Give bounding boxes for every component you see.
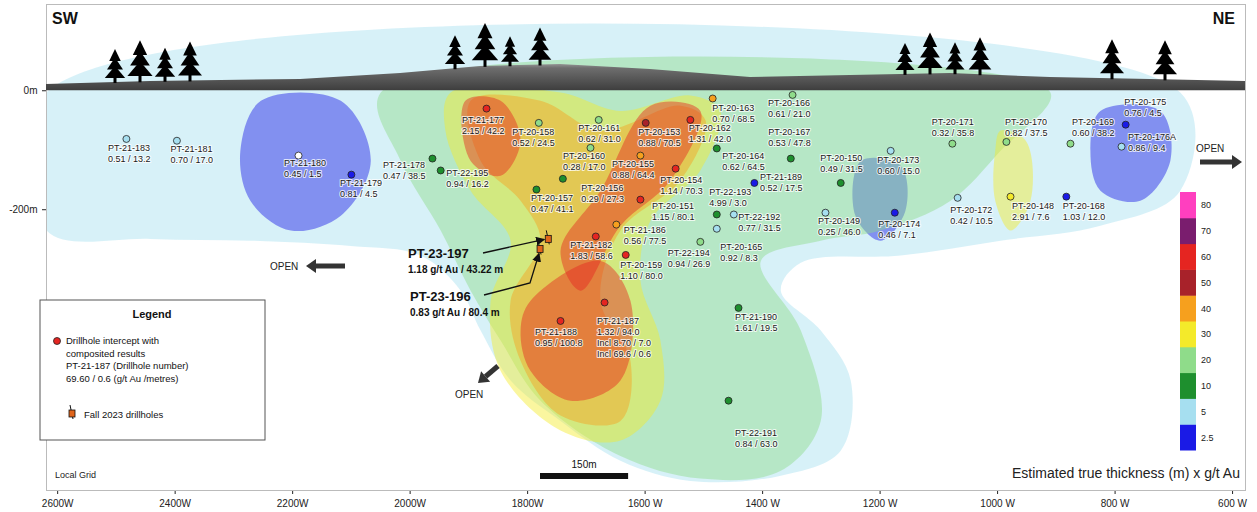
svg-text:PT-21-1790.81 / 4.5: PT-21-1790.81 / 4.5	[340, 178, 382, 199]
svg-text:SW: SW	[52, 10, 79, 27]
svg-text:PT-20-1681.03 / 12.0: PT-20-1681.03 / 12.0	[1063, 201, 1106, 222]
svg-text:0.83 g/t Au / 80.4 m: 0.83 g/t Au / 80.4 m	[410, 307, 500, 318]
svg-text:PT-21-1772.15 / 42.2: PT-21-1772.15 / 42.2	[462, 115, 505, 136]
svg-text:Fall 2023 drillholes: Fall 2023 drillholes	[84, 409, 163, 420]
svg-text:-200m: -200m	[9, 204, 37, 215]
svg-text:PT-23-196: PT-23-196	[410, 289, 471, 304]
svg-text:Estimated true thickness (m) x: Estimated true thickness (m) x g/t Au	[1012, 465, 1240, 481]
svg-text:800 W: 800 W	[1101, 498, 1130, 509]
svg-text:PT-21-1800.45 / 1.5: PT-21-1800.45 / 1.5	[284, 158, 326, 179]
svg-text:2.5: 2.5	[1201, 433, 1214, 443]
svg-text:PT-21-1860.56 / 77.5: PT-21-1860.56 / 77.5	[624, 225, 667, 246]
svg-text:PT-20-1700.82 / 37.5: PT-20-1700.82 / 37.5	[1005, 117, 1048, 138]
svg-text:PT-20-1530.88 / 70.5: PT-20-1530.88 / 70.5	[638, 127, 681, 148]
svg-text:0m: 0m	[24, 85, 38, 96]
svg-text:PT-20-1660.61 / 21.0: PT-20-1660.61 / 21.0	[768, 98, 811, 119]
svg-text:Legend: Legend	[132, 308, 171, 320]
svg-text:1800W: 1800W	[512, 498, 544, 509]
svg-text:OPEN: OPEN	[270, 261, 298, 272]
svg-text:PT-20-1720.42 / 10.5: PT-20-1720.42 / 10.5	[950, 205, 993, 226]
svg-text:PT-20-1560.29 / 27.3: PT-20-1560.29 / 27.3	[581, 183, 624, 204]
svg-text:PT-20-1482.91 / 7.6: PT-20-1482.91 / 7.6	[1012, 201, 1054, 222]
svg-text:1200 W: 1200 W	[863, 498, 898, 509]
svg-text:600 W: 600 W	[1218, 498, 1247, 509]
svg-text:1600 W: 1600 W	[628, 498, 663, 509]
svg-text:1000 W: 1000 W	[980, 498, 1015, 509]
svg-text:2200W: 2200W	[277, 498, 309, 509]
svg-text:PT-20-1670.53 / 47.8: PT-20-1670.53 / 47.8	[768, 127, 811, 148]
svg-text:PT-20-1730.60 / 15.0: PT-20-1730.60 / 15.0	[877, 155, 920, 176]
svg-text:PT-23-197: PT-23-197	[408, 246, 469, 261]
svg-text:150m: 150m	[572, 459, 597, 470]
svg-text:PT-20-1541.14 / 70.3: PT-20-1541.14 / 70.3	[660, 175, 703, 196]
svg-text:60: 60	[1201, 252, 1211, 262]
svg-text:1.18 g/t Au / 43.22 m: 1.18 g/t Au / 43.22 m	[408, 264, 503, 275]
svg-text:2600W: 2600W	[42, 498, 74, 509]
svg-text:PT-22-1950.94 / 16.2: PT-22-1950.94 / 16.2	[446, 168, 489, 189]
svg-text:69.60 / 0.6 (g/t Au /metres): 69.60 / 0.6 (g/t Au /metres)	[66, 373, 178, 384]
svg-text:2000W: 2000W	[394, 498, 426, 509]
svg-text:PT-22-1934.99 / 3.0: PT-22-1934.99 / 3.0	[709, 187, 751, 208]
svg-text:composited results: composited results	[66, 348, 145, 359]
svg-text:10: 10	[1201, 381, 1211, 391]
svg-text:PT-20-1600.28 / 17.0: PT-20-1600.28 / 17.0	[563, 151, 606, 172]
svg-text:PT-21-1810.70 / 17.0: PT-21-1810.70 / 17.0	[170, 144, 213, 165]
svg-text:2400W: 2400W	[159, 498, 191, 509]
svg-text:PT-21-1871.32 / 94.0Incl 8.70: PT-21-1871.32 / 94.0Incl 8.70 / 7.0Incl …	[597, 316, 651, 359]
svg-text:70: 70	[1201, 226, 1211, 236]
svg-text:PT-20-1690.60 / 38.2: PT-20-1690.60 / 38.2	[1072, 117, 1115, 138]
svg-text:PT-20-1570.47 / 41.1: PT-20-1570.47 / 41.1	[531, 193, 574, 214]
svg-text:Drillhole intercept with: Drillhole intercept with	[66, 335, 159, 346]
svg-text:PT-20-1640.62 / 64.5: PT-20-1640.62 / 64.5	[722, 151, 765, 172]
svg-text:PT-21-187 (Drillhole number): PT-21-187 (Drillhole number)	[66, 360, 189, 371]
svg-text:PT-21-1780.47 / 38.5: PT-21-1780.47 / 38.5	[383, 160, 426, 181]
svg-text:PT-20-1550.88 / 64.4: PT-20-1550.88 / 64.4	[612, 159, 655, 180]
svg-text:40: 40	[1201, 304, 1211, 314]
svg-text:30: 30	[1201, 329, 1211, 339]
svg-text:PT-20-1750.76 / 4.5: PT-20-1750.76 / 4.5	[1124, 97, 1166, 118]
svg-text:Local Grid: Local Grid	[55, 470, 96, 480]
svg-text:50: 50	[1201, 278, 1211, 288]
svg-text:OPEN: OPEN	[1196, 143, 1224, 154]
svg-text:PT-20-1511.15 / 80.1: PT-20-1511.15 / 80.1	[652, 201, 695, 222]
svg-text:PT-20-1580.52 / 24.5: PT-20-1580.52 / 24.5	[512, 127, 555, 148]
svg-text:5: 5	[1201, 407, 1206, 417]
svg-text:1400 W: 1400 W	[745, 498, 780, 509]
svg-text:PT-20-1490.25 / 46.0: PT-20-1490.25 / 46.0	[818, 216, 861, 237]
svg-text:NE: NE	[1213, 10, 1236, 27]
svg-text:PT-21-1890.52 / 17.5: PT-21-1890.52 / 17.5	[760, 172, 803, 193]
svg-text:PT-21-1830.51 / 13.2: PT-21-1830.51 / 13.2	[108, 143, 151, 164]
svg-text:PT-20-1630.70 / 68.5: PT-20-1630.70 / 68.5	[712, 103, 755, 124]
svg-text:PT-20-1610.62 / 31.0: PT-20-1610.62 / 31.0	[578, 123, 621, 144]
svg-text:PT-22-1940.94 / 26.9: PT-22-1940.94 / 26.9	[668, 248, 711, 269]
svg-text:PT-21-1880.95 / 100.8: PT-21-1880.95 / 100.8	[535, 327, 583, 348]
svg-text:20: 20	[1201, 355, 1211, 365]
svg-text:PT-20-1740.46 / 7.1: PT-20-1740.46 / 7.1	[878, 219, 920, 240]
svg-text:PT-21-1901.61 / 19.5: PT-21-1901.61 / 19.5	[735, 312, 778, 333]
svg-text:PT-22-1920.77 / 31.5: PT-22-1920.77 / 31.5	[738, 212, 781, 233]
svg-text:OPEN: OPEN	[455, 389, 483, 400]
svg-text:PT-20-176A0.86 / 9.4: PT-20-176A0.86 / 9.4	[1128, 132, 1176, 153]
svg-text:PT-20-1650.92 / 8.3: PT-20-1650.92 / 8.3	[720, 242, 762, 263]
svg-text:PT-20-1621.31 / 42.0: PT-20-1621.31 / 42.0	[689, 123, 732, 144]
svg-text:80: 80	[1201, 200, 1211, 210]
svg-text:PT-21-1821.83 / 58.6: PT-21-1821.83 / 58.6	[570, 240, 613, 261]
svg-text:PT-20-1591.10 / 80.0: PT-20-1591.10 / 80.0	[620, 260, 663, 281]
svg-text:PT-22-1910.84 / 63.0: PT-22-1910.84 / 63.0	[735, 428, 778, 449]
svg-text:PT-20-1500.49 / 31.5: PT-20-1500.49 / 31.5	[820, 153, 863, 174]
svg-text:PT-20-1710.32 / 35.8: PT-20-1710.32 / 35.8	[932, 117, 975, 138]
